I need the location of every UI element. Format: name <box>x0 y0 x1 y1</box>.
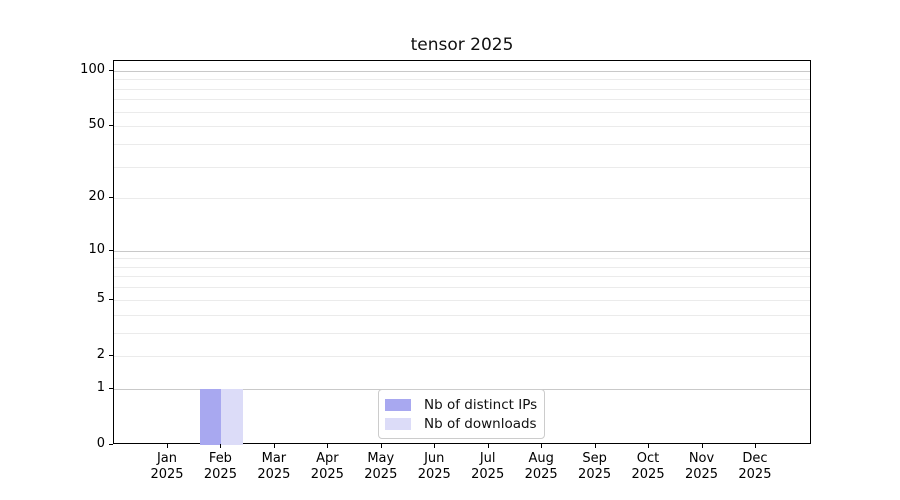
y-tick-label: 100 <box>80 61 105 77</box>
y-tick-mark <box>109 125 113 127</box>
legend: Nb of distinct IPs Nb of downloads <box>378 389 545 439</box>
y-tick-label: 5 <box>96 290 105 306</box>
x-tick-label: Sep 2025 <box>563 451 627 482</box>
x-tick-month: Apr <box>316 451 339 466</box>
legend-swatch <box>385 399 411 411</box>
minor-gridline <box>114 266 810 268</box>
x-tick-mark <box>380 444 382 448</box>
x-tick-month: Jan <box>156 451 178 466</box>
x-tick-month: Oct <box>636 451 660 466</box>
x-tick-month: Feb <box>208 451 232 466</box>
x-tick-mark <box>273 444 275 448</box>
minor-gridline <box>114 88 810 90</box>
x-tick-label: Dec 2025 <box>723 451 787 482</box>
legend-swatch <box>385 418 411 430</box>
y-tick-mark <box>109 249 113 251</box>
x-tick-label: Feb 2025 <box>188 451 252 482</box>
legend-entry: Nb of downloads <box>385 415 537 433</box>
minor-gridline <box>114 126 810 128</box>
y-tick-mark <box>109 387 113 389</box>
legend-entry: Nb of distinct IPs <box>385 396 537 414</box>
x-tick-year: 2025 <box>364 466 398 482</box>
y-tick-mark <box>109 69 113 71</box>
x-tick-mark <box>487 444 489 448</box>
minor-gridline <box>114 166 810 168</box>
x-tick-mark <box>327 444 329 448</box>
minor-gridline <box>114 332 810 334</box>
x-tick-mark <box>541 444 543 448</box>
x-tick-label: Aug 2025 <box>509 451 573 482</box>
x-tick-year: 2025 <box>310 466 344 482</box>
x-tick-year: 2025 <box>417 466 451 482</box>
x-tick-year: 2025 <box>257 466 291 482</box>
y-tick-label: 10 <box>88 241 105 257</box>
x-tick-mark <box>434 444 436 448</box>
x-tick-year: 2025 <box>631 466 665 482</box>
plot-area <box>113 60 811 445</box>
x-tick-month: Jul <box>479 451 496 466</box>
x-tick-label: Nov 2025 <box>670 451 734 482</box>
x-tick-label: Jan 2025 <box>135 451 199 482</box>
x-tick-year: 2025 <box>471 466 505 482</box>
y-tick-label: 0 <box>96 436 105 451</box>
y-tick-label: 1 <box>96 379 105 395</box>
x-tick-year: 2025 <box>203 466 237 482</box>
x-tick-year: 2025 <box>738 466 772 482</box>
major-gridline <box>114 70 810 72</box>
minor-gridline <box>114 258 810 260</box>
x-tick-label: Mar 2025 <box>242 451 306 482</box>
minor-gridline <box>114 355 810 357</box>
x-tick-year: 2025 <box>524 466 558 482</box>
bar-downloads <box>221 388 244 445</box>
y-tick-mark <box>109 298 113 300</box>
minor-gridline <box>114 299 810 301</box>
minor-gridline <box>114 276 810 278</box>
minor-gridline <box>114 198 810 200</box>
legend-label: Nb of downloads <box>424 416 537 432</box>
x-tick-mark <box>754 444 756 448</box>
minor-gridline <box>114 99 810 101</box>
x-tick-year: 2025 <box>684 466 719 482</box>
minor-gridline <box>114 79 810 81</box>
x-tick-month: Mar <box>261 451 287 466</box>
x-tick-label: Jul 2025 <box>456 451 520 482</box>
x-tick-month: Sep <box>582 451 607 466</box>
y-tick-mark <box>109 197 113 199</box>
x-tick-year: 2025 <box>578 466 612 482</box>
x-tick-mark <box>220 444 222 448</box>
y-tick-mark <box>109 444 113 445</box>
x-tick-month: May <box>367 451 395 466</box>
x-tick-label: Jun 2025 <box>402 451 466 482</box>
x-tick-month: Nov <box>688 451 715 466</box>
y-tick-mark <box>109 354 113 356</box>
x-tick-month: Jun <box>424 451 445 466</box>
y-tick-label: 20 <box>88 189 105 205</box>
x-tick-mark <box>648 444 650 448</box>
minor-gridline <box>114 314 810 316</box>
chart-title: tensor 2025 <box>410 35 514 55</box>
x-tick-label: Oct 2025 <box>616 451 680 482</box>
legend-label: Nb of distinct IPs <box>424 397 538 413</box>
x-tick-mark <box>701 444 703 448</box>
x-tick-month: Dec <box>742 451 768 466</box>
x-tick-mark <box>594 444 596 448</box>
minor-gridline <box>114 143 810 145</box>
minor-gridline <box>114 111 810 113</box>
y-tick-label: 2 <box>96 346 105 362</box>
y-tick-label: 50 <box>88 117 105 133</box>
x-tick-label: May 2025 <box>349 451 413 482</box>
minor-gridline <box>114 287 810 289</box>
x-tick-mark <box>167 444 168 448</box>
bar-distinct-ips <box>199 388 222 445</box>
major-gridline <box>114 250 810 252</box>
x-tick-label: Apr 2025 <box>295 451 359 482</box>
x-tick-month: Aug <box>528 451 554 466</box>
x-tick-year: 2025 <box>150 466 184 482</box>
